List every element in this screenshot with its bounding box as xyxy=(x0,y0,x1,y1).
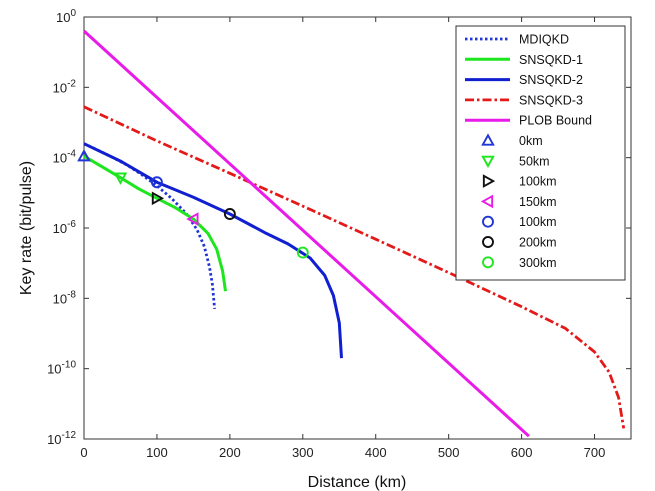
legend-marker xyxy=(482,215,494,228)
y-axis-title: Key rate (bit/pulse) xyxy=(18,161,35,295)
y-tick-label: 10-12 xyxy=(47,430,76,447)
series-line-snsqkd-3 xyxy=(83,105,626,429)
axis-ticks: 0 100 200 300 400 500 600 70010010-210-410-610-… xyxy=(47,8,631,460)
y-tick-exponent: -6 xyxy=(67,219,76,230)
marker-100km xyxy=(151,191,165,206)
legend-label: 200km xyxy=(519,236,557,250)
y-tick-base: 10 xyxy=(53,291,67,306)
marker-300km xyxy=(296,246,309,259)
x-tick-label: 0 xyxy=(80,445,87,460)
y-tick-exponent: -8 xyxy=(67,289,76,300)
x-tick-label: 300 xyxy=(292,445,314,460)
marker-100km xyxy=(150,176,163,189)
x-tick-label: 600 xyxy=(511,445,533,460)
legend-label: 100km xyxy=(519,215,557,229)
series-line-snsqkd-2 xyxy=(83,142,343,359)
legend-label: SNSQKD-1 xyxy=(519,53,583,67)
legend-marker xyxy=(482,236,494,248)
legend-label: 50km xyxy=(519,154,550,168)
y-tick-exponent: -4 xyxy=(67,149,76,160)
y-tick-label: 10-6 xyxy=(53,219,77,236)
y-tick-base: 10 xyxy=(53,80,67,95)
y-tick-exponent: -12 xyxy=(62,430,77,441)
y-tick-base: 10 xyxy=(47,432,61,447)
y-tick-label: 10-4 xyxy=(53,149,77,166)
marker-150km xyxy=(186,212,199,226)
legend-label: PLOB Bound xyxy=(519,114,592,128)
data-markers xyxy=(77,149,309,259)
marker-200km xyxy=(223,208,236,220)
legend-label: 150km xyxy=(519,195,557,209)
legend-label: 300km xyxy=(519,256,557,270)
legend-marker xyxy=(481,133,495,146)
y-tick-base: 10 xyxy=(56,10,70,25)
legend-label: SNSQKD-3 xyxy=(519,93,583,107)
x-tick-label: 200 xyxy=(219,445,241,460)
x-tick-label: 700 xyxy=(584,445,606,460)
x-axis-title: Distance (km) xyxy=(308,474,407,491)
legend-label: 0km xyxy=(519,134,543,148)
legend-marker xyxy=(480,194,494,209)
y-tick-label: 10-8 xyxy=(53,289,77,306)
legend-label: SNSQKD-2 xyxy=(519,73,583,87)
y-tick-exponent: -2 xyxy=(67,78,76,89)
marker-0km xyxy=(77,149,91,162)
y-tick-exponent: 0 xyxy=(70,8,76,19)
series-lines xyxy=(82,29,626,438)
x-tick-label: 100 xyxy=(146,445,168,460)
legend-label: MDIQKD xyxy=(519,33,569,47)
x-tick-label: 400 xyxy=(365,445,387,460)
legend-label: 100km xyxy=(519,175,557,189)
y-tick-base: 10 xyxy=(53,151,67,166)
y-tick-exponent: -10 xyxy=(62,360,77,371)
y-tick-base: 10 xyxy=(47,362,61,377)
marker-50km xyxy=(113,172,128,185)
legend-marker xyxy=(481,155,495,168)
x-tick-label: 500 xyxy=(438,445,460,460)
legend-marker xyxy=(482,256,494,269)
legend-marker xyxy=(482,174,496,188)
y-tick-base: 10 xyxy=(53,221,67,236)
series-line-plob-bound xyxy=(82,29,530,438)
y-tick-label: 10-10 xyxy=(47,360,76,377)
legend: MDIQKD SNSQKD-1 SNSQKD-2 SNSQKD-3 PLOB Bound… xyxy=(455,25,626,281)
y-tick-label: 100 xyxy=(56,8,76,25)
y-tick-label: 10-2 xyxy=(53,78,77,95)
